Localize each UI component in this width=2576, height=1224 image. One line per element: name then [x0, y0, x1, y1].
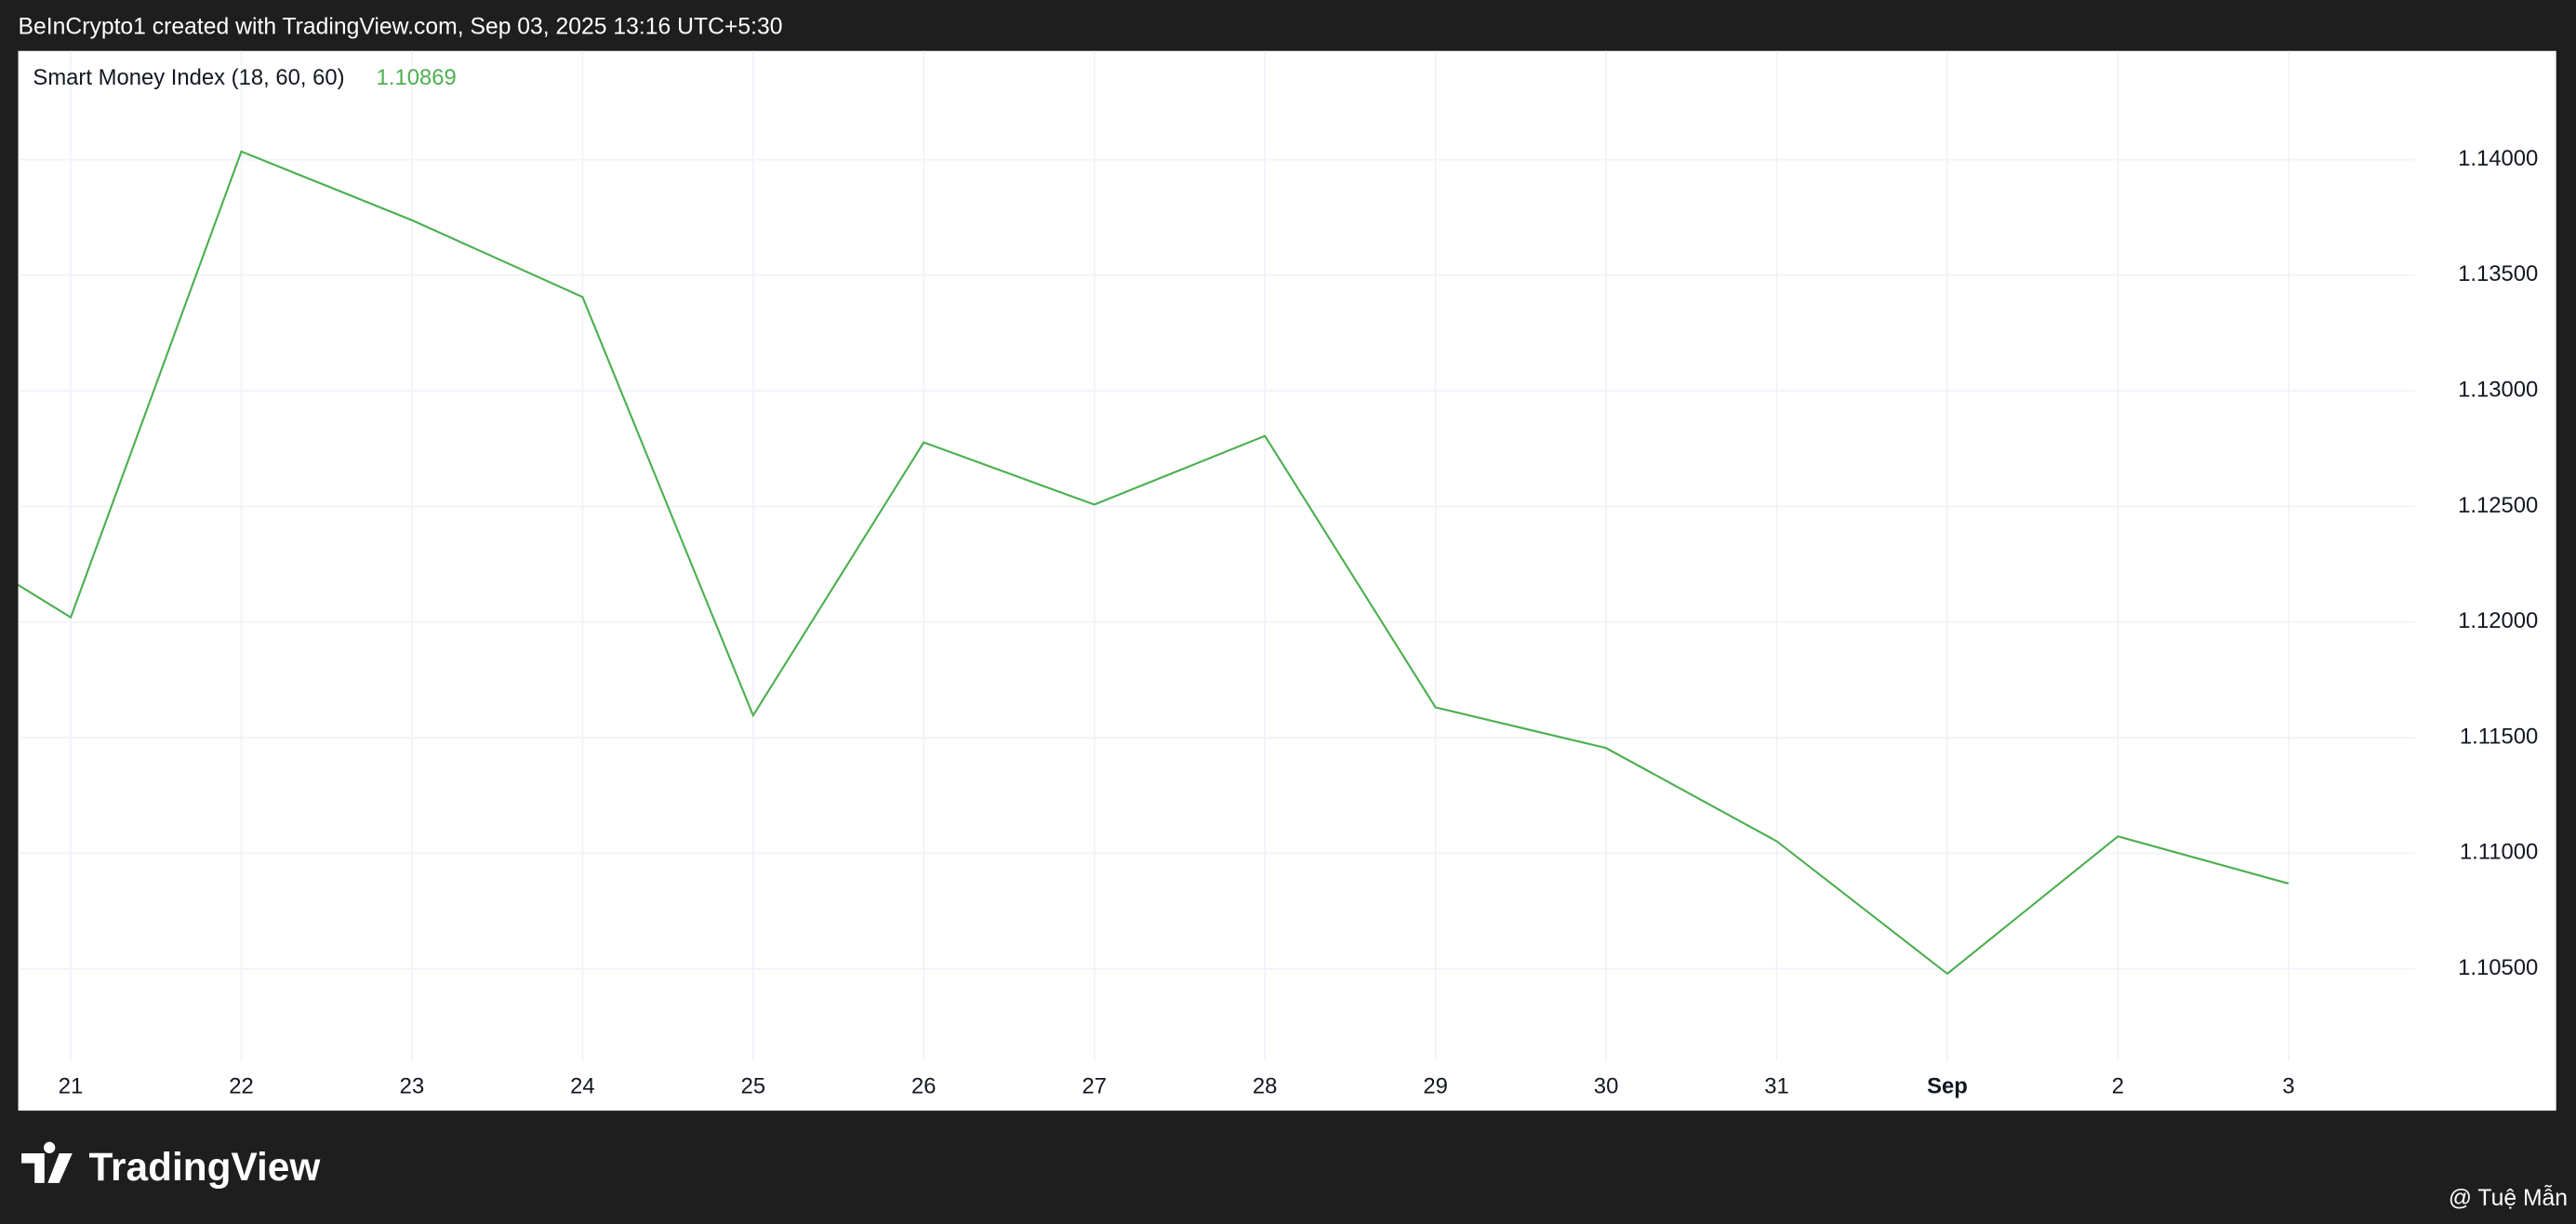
y-tick-label: 1.10500 [2458, 955, 2538, 980]
x-tick-label: 3 [2282, 1074, 2294, 1099]
y-tick-label: 1.13000 [2458, 377, 2538, 402]
x-tick-label: 31 [1764, 1074, 1789, 1099]
y-tick-label: 1.12500 [2458, 493, 2538, 518]
x-tick-label: 24 [570, 1074, 595, 1099]
y-tick-label: 1.14000 [2458, 146, 2538, 171]
x-tick-label: 26 [911, 1074, 936, 1099]
y-tick-label: 1.11500 [2460, 724, 2538, 749]
x-tick-label: 23 [400, 1074, 425, 1099]
x-tick-label: 25 [741, 1074, 766, 1099]
y-tick-label: 1.13500 [2458, 261, 2538, 286]
x-tick-label: 27 [1082, 1074, 1107, 1099]
x-tick-label: Sep [1927, 1074, 1968, 1099]
series-line [18, 150, 2290, 976]
watermark: @ Tuệ Mẫn [2449, 1186, 2568, 1211]
legend-value: 1.10869 [377, 65, 457, 90]
x-tick-label: 22 [229, 1074, 254, 1099]
x-tick-label: 21 [59, 1074, 84, 1099]
brand-name: TradingView [88, 1145, 321, 1189]
brand-logo [21, 1141, 73, 1183]
brand: TradingView [21, 1141, 321, 1189]
x-tick-label: 30 [1594, 1074, 1619, 1099]
y-tick-label: 1.12000 [2458, 608, 2538, 633]
chart-area [18, 50, 2556, 1111]
x-tick-label: 28 [1253, 1074, 1278, 1099]
x-tick-label: 29 [1423, 1074, 1448, 1099]
y-tick-label: 1.11000 [2460, 840, 2538, 865]
chart: 1.10500 1.11000 1.11500 1.12000 1.12500 1.130… [18, 50, 2538, 1099]
header-caption: BeInCrypto1 created with TradingView.com… [19, 15, 783, 40]
chart-title: Smart Money Index (18, 60, 60) [33, 65, 344, 90]
x-tick-label: 2 [2112, 1074, 2124, 1099]
